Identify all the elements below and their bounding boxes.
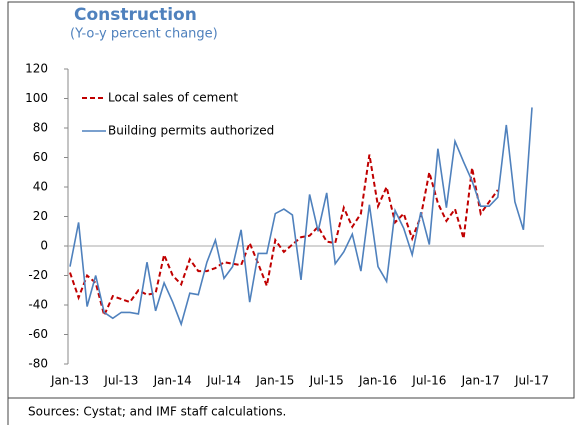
y-tick-label: 80: [33, 121, 48, 135]
y-tick-label: 100: [25, 91, 48, 105]
source-note: Sources: Cystat; and IMF staff calculati…: [28, 405, 286, 419]
x-tick-label: Jan-15: [255, 374, 294, 388]
y-tick-label: 120: [25, 62, 48, 76]
x-tick-label: Jan-16: [358, 374, 397, 388]
y-tick-label: -80: [28, 357, 48, 371]
frame: [7, 1, 575, 399]
chart-subtitle: (Y-o-y percent change): [70, 27, 218, 42]
series-line: [69, 107, 533, 327]
x-tick-label: Jul-13: [103, 374, 138, 388]
y-tick-label: 0: [40, 239, 48, 253]
x-tick-label: Jul-17: [514, 374, 549, 388]
y-tick-label: 40: [33, 180, 48, 194]
y-tick-label: 20: [33, 209, 48, 223]
y-tick-label: -40: [28, 298, 48, 312]
x-tick-label: Jan-13: [50, 374, 89, 388]
y-tick-label: -20: [28, 268, 48, 282]
x-tick-label: Jul-14: [206, 374, 241, 388]
x-tick-label: Jan-14: [153, 374, 192, 388]
x-tick-label: Jul-16: [411, 374, 446, 388]
legend-label: Building permits authorized: [108, 124, 274, 138]
series-line: [69, 154, 499, 319]
legend-label: Local sales of cement: [108, 91, 238, 105]
y-tick-label: -60: [28, 327, 48, 341]
y-tick-label: 60: [33, 150, 48, 164]
x-tick-label: Jan-17: [461, 374, 500, 388]
chart-title: Construction: [74, 5, 197, 25]
x-tick-label: Jul-15: [309, 374, 344, 388]
